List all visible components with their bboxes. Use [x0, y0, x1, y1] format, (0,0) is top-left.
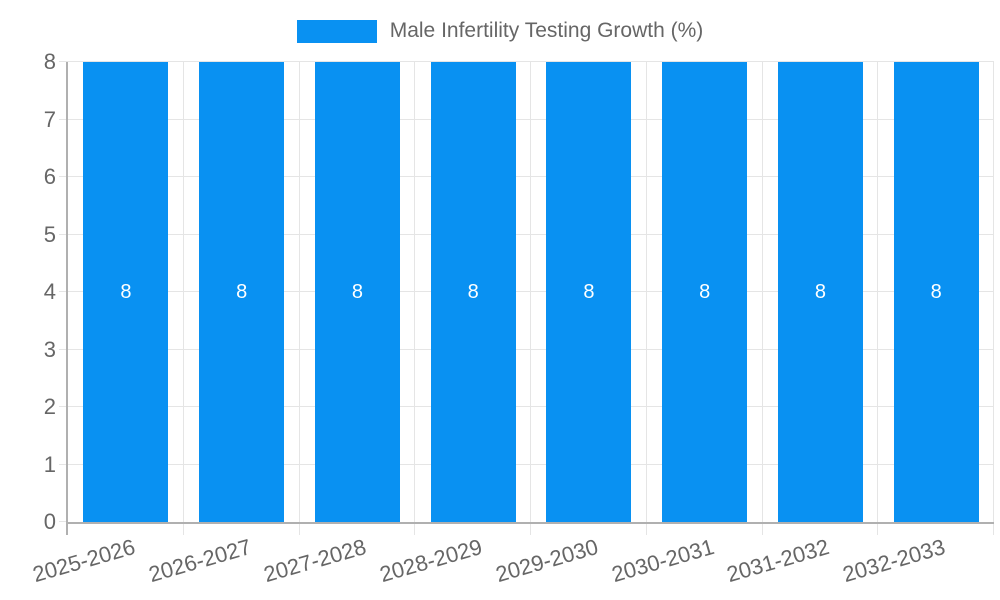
y-tick-label: 6	[43, 164, 56, 189]
y-tick-mark	[59, 291, 68, 292]
bar-value-label: 8	[467, 281, 479, 303]
y-tick-label: 5	[43, 221, 56, 247]
plot-area: 8 8 8 8 8 8 8 8	[68, 61, 994, 522]
bar[interactable]: 8	[199, 62, 285, 522]
y-gridline	[68, 291, 994, 292]
x-tick-mark	[993, 522, 994, 535]
legend-label: Male Infertility Testing Growth (%)	[389, 19, 704, 42]
y-tick-mark	[59, 463, 68, 465]
bar[interactable]: 8	[430, 62, 516, 522]
y-gridline	[68, 61, 994, 62]
y-gridline	[68, 118, 994, 120]
y-tick-label: 1	[43, 451, 56, 477]
x-tick-mark	[298, 522, 300, 535]
y-tick-label: 4	[43, 279, 56, 304]
x-tick-mark	[761, 522, 763, 535]
y-tick-mark	[59, 233, 68, 235]
y-gridline	[68, 463, 994, 465]
y-tick-mark	[59, 118, 68, 120]
bar[interactable]: 8	[314, 62, 400, 522]
y-gridline	[68, 233, 994, 235]
y-tick-label: 3	[43, 336, 56, 362]
x-tick-mark	[530, 522, 531, 535]
y-gridline	[68, 176, 994, 177]
x-gridline	[530, 62, 531, 522]
bar[interactable]: 8	[893, 62, 979, 522]
bar[interactable]: 8	[83, 62, 169, 522]
x-tick-mark	[645, 522, 647, 535]
bar[interactable]: 8	[662, 62, 748, 522]
y-gridline	[68, 348, 994, 350]
y-tick-mark	[59, 176, 68, 177]
bar-value-label: 8	[930, 281, 942, 303]
y-tick-label: 8	[43, 49, 56, 74]
bar-value-label: 8	[699, 281, 711, 303]
bar-value-label: 8	[236, 281, 248, 303]
x-axis-line	[66, 522, 994, 524]
x-gridline	[182, 62, 184, 522]
y-tick-mark	[59, 61, 68, 62]
y-tick-label: 2	[43, 394, 56, 419]
y-gridline	[68, 406, 994, 407]
y-axis-line	[66, 62, 68, 535]
x-tick-mark	[877, 522, 879, 535]
bar-value-label: 8	[814, 281, 826, 303]
x-tick-mark	[414, 522, 416, 535]
x-gridline	[645, 62, 647, 522]
bar-value-label: 8	[583, 281, 595, 303]
chart-legend[interactable]: Male Infertility Testing Growth (%)	[0, 17, 1000, 45]
bar[interactable]: 8	[777, 62, 863, 522]
bar-value-label: 8	[120, 281, 132, 303]
y-tick-label: 7	[43, 106, 56, 132]
legend-swatch-icon	[296, 19, 377, 43]
x-gridline	[298, 62, 300, 522]
x-gridline	[877, 62, 879, 522]
x-gridline	[761, 62, 763, 522]
y-tick-label: 0	[43, 509, 56, 534]
y-tick-mark	[59, 521, 68, 522]
x-gridline	[414, 62, 416, 522]
y-tick-mark	[59, 348, 68, 350]
x-tick-mark	[182, 522, 184, 535]
x-gridline	[993, 62, 994, 522]
y-tick-mark	[59, 406, 68, 407]
bar[interactable]: 8	[546, 62, 632, 522]
bar-value-label: 8	[351, 281, 363, 303]
